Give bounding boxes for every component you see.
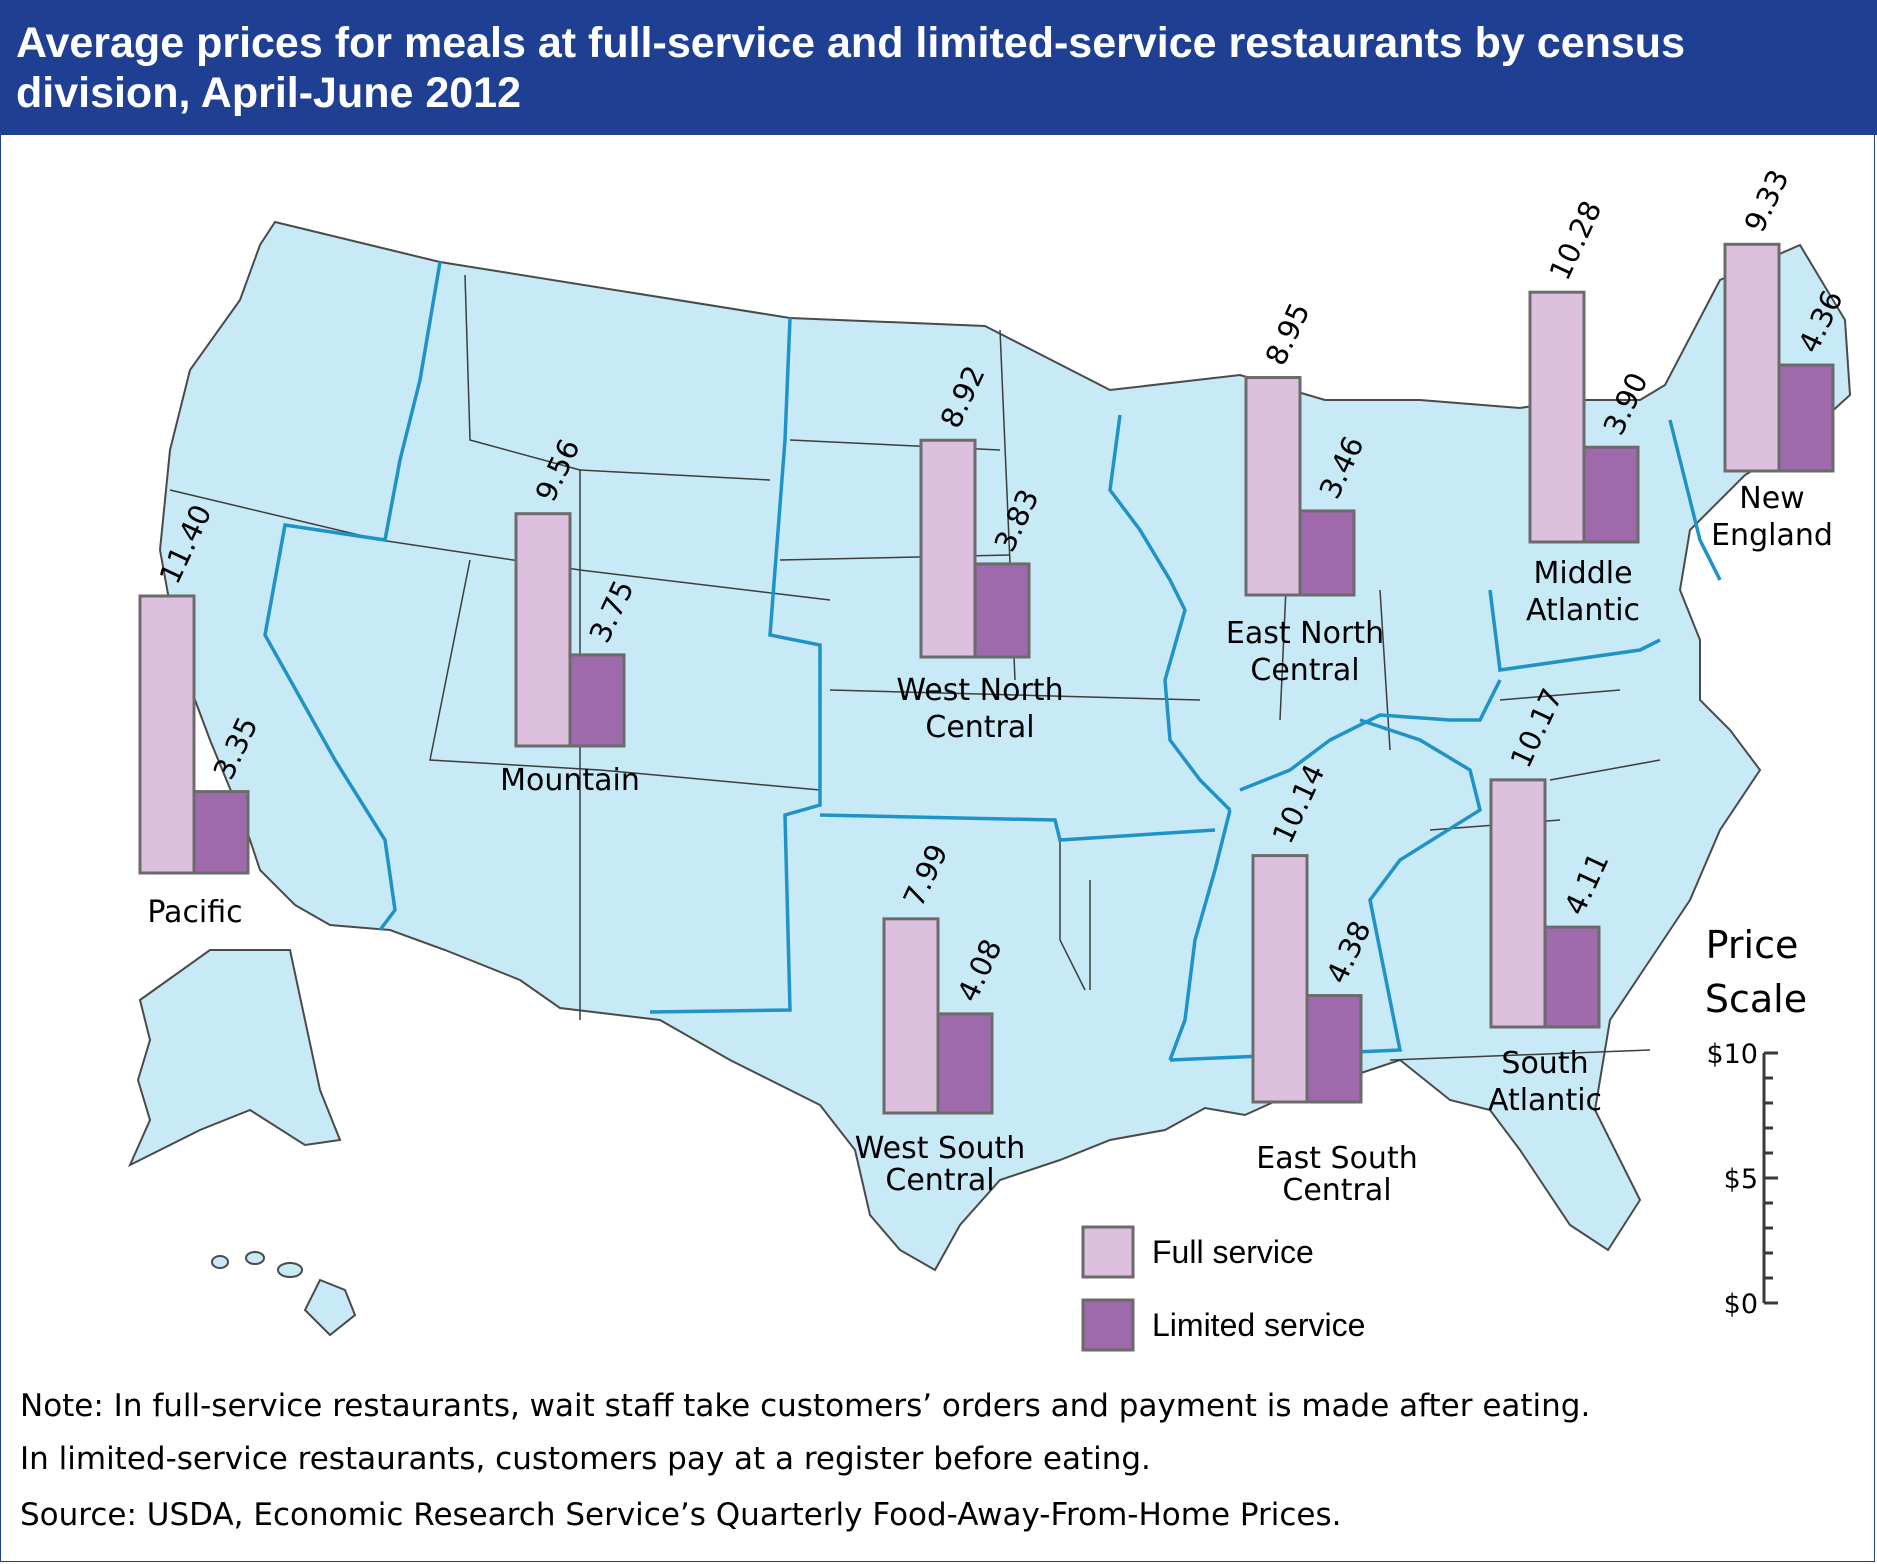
label-new-england-1: New: [1739, 481, 1804, 516]
bar-limited-south-atlantic: [1543, 925, 1601, 1029]
price-scale-tick-label: $5: [1724, 1164, 1758, 1195]
us-map-chart: 11.403.359.563.758.923.838.953.4610.283.…: [127, 164, 1852, 1352]
label-new-england-2: England: [1711, 518, 1833, 553]
legend-swatch-full-service: [1081, 1225, 1135, 1279]
bar-full-west-south-central: [882, 917, 940, 1115]
state-border: [169, 489, 381, 541]
division-border-esc-sa: [1169, 718, 1483, 1062]
hawaii-oahu-shape: [245, 1251, 265, 1265]
bar-limited-west-north-central: [973, 562, 1031, 659]
bar-full-new-england: [1723, 242, 1781, 473]
value-full-new-england: 9.33: [1738, 164, 1796, 237]
label-west-north-central-1: West North: [896, 673, 1063, 708]
bar-limited-west-south-central: [936, 1012, 994, 1115]
label-middle-atlantic-1: Middle: [1533, 556, 1632, 591]
label-east-north-central-2: Central: [1250, 653, 1359, 688]
state-border: [1499, 689, 1621, 701]
bar-limited-mountain: [568, 653, 626, 748]
state-border: [1379, 589, 1391, 751]
division-border-pacific-mountain: [263, 261, 442, 932]
state-borders: [169, 274, 1661, 1061]
division-labels: Pacific Mountain West North Central East…: [147, 481, 1833, 1208]
price-scale: Price Scale $10 $5 $0: [1705, 923, 1807, 1320]
title-bar: Average prices for meals at full-service…: [0, 0, 1877, 135]
division-border-enc-ma: [1488, 589, 1661, 672]
bar-full-pacific: [138, 594, 196, 875]
note-line-2: In limited-service restaurants, customer…: [20, 1441, 1151, 1477]
price-scale-tick-label: $10: [1706, 1039, 1758, 1070]
division-border-mountain-wnc: [649, 317, 822, 1014]
division-border-enc-esc: [1239, 679, 1502, 792]
alaska-shape: [127, 949, 342, 1168]
label-west-south-central-2: Central: [885, 1163, 994, 1198]
census-division-borders: [263, 261, 1722, 1062]
bar-limited-pacific: [192, 790, 250, 875]
bar-limited-new-england: [1777, 363, 1835, 473]
state-border: [429, 559, 821, 791]
bar-full-east-north-central: [1244, 376, 1302, 597]
bar-full-mountain: [514, 512, 572, 748]
value-full-east-north-central: 8.95: [1259, 298, 1317, 371]
state-border: [1549, 759, 1661, 781]
legend-swatch-limited-service: [1081, 1298, 1135, 1352]
label-east-south-central-2: Central: [1282, 1173, 1391, 1208]
hawaii-maui-shape: [277, 1262, 303, 1278]
label-east-north-central-1: East North: [1226, 616, 1384, 651]
price-scale-title-2: Scale: [1705, 977, 1807, 1021]
bar-full-east-south-central: [1251, 854, 1309, 1104]
label-south-atlantic-1: South: [1501, 1046, 1588, 1081]
value-full-middle-atlantic: 10.28: [1543, 196, 1609, 286]
us-land-shapes: [127, 220, 1852, 1337]
division-bars: 11.403.359.563.758.923.838.953.4610.283.…: [138, 164, 1850, 1115]
hawaii-kauai-shape: [211, 1255, 229, 1269]
label-pacific: Pacific: [147, 895, 242, 930]
division-border-ma-ne: [1668, 419, 1722, 581]
label-middle-atlantic-2: Atlantic: [1526, 593, 1640, 628]
bar-limited-middle-atlantic: [1582, 445, 1640, 544]
division-border-wnc-wsc: [819, 813, 1216, 842]
price-scale-title-1: Price: [1706, 923, 1799, 967]
state-border: [579, 469, 771, 481]
legend-label-limited-service: Limited service: [1152, 1307, 1365, 1343]
label-west-south-central-1: West South: [855, 1131, 1025, 1166]
state-border: [1389, 1049, 1651, 1061]
label-west-north-central-2: Central: [925, 710, 1034, 745]
contiguous-us-shape: [158, 220, 1852, 1272]
label-mountain: Mountain: [500, 763, 640, 798]
division-border-wsc-esc: [1168, 809, 1232, 1061]
chart-title: Average prices for meals at full-service…: [16, 19, 1685, 117]
bar-full-south-atlantic: [1489, 778, 1547, 1029]
bar-limited-east-north-central: [1298, 509, 1356, 597]
state-border: [1059, 840, 1086, 991]
bar-limited-east-south-central: [1305, 994, 1363, 1104]
bar-full-west-north-central: [919, 438, 977, 659]
state-border: [829, 689, 1201, 701]
note-line-1: Note: In full-service restaurants, wait …: [20, 1388, 1591, 1424]
price-scale-axis: $10 $5 $0: [1706, 1039, 1778, 1320]
bar-full-middle-atlantic: [1528, 290, 1586, 544]
hawaii-big-island-shape: [303, 1278, 357, 1337]
legend-label-full-service: Full service: [1152, 1234, 1314, 1270]
division-border-wnc-enc: [1108, 414, 1232, 812]
label-east-south-central-1: East South: [1256, 1141, 1417, 1176]
state-border: [464, 274, 581, 471]
label-south-atlantic-2: Atlantic: [1488, 1083, 1602, 1118]
price-scale-tick-label: $0: [1724, 1289, 1758, 1320]
legend: Full service Limited service: [1081, 1225, 1365, 1352]
source-line: Source: USDA, Economic Research Service’…: [20, 1497, 1342, 1533]
